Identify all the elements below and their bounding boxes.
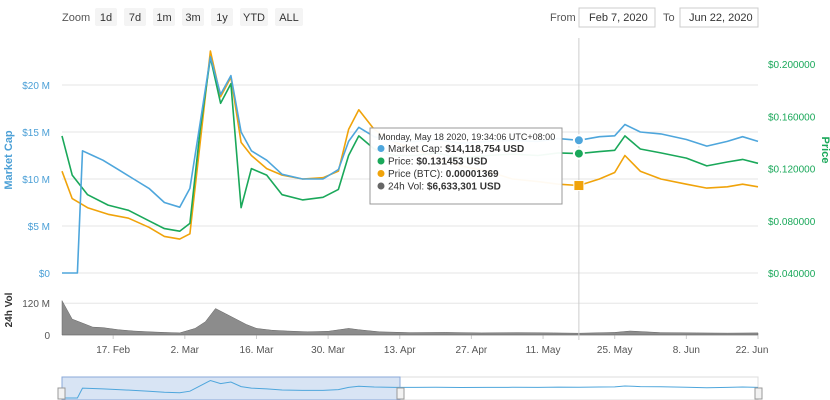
x-tick-label: 16. Mar [240,345,275,356]
right-axis-title: Price [819,137,830,164]
right-tick-label: $0.120000 [768,165,816,176]
hover-marker-price [572,147,585,160]
zoom-button-label: YTD [243,12,265,24]
hover-markers [572,134,585,192]
zoom-button-bg [240,8,268,26]
volume-area [61,300,759,336]
tooltip-row: Market Cap: $14,118,754 USD [377,144,524,155]
volume-axis-title: 24h Vol [4,292,15,327]
zoom-button-1d[interactable]: 1d [95,8,117,26]
left-tick-label: $10 M [22,175,50,186]
tooltip-box [369,127,563,205]
zoom-button-1m[interactable]: 1m [153,8,175,26]
to-date-input[interactable] [679,7,759,28]
zoom-button-bg [275,8,303,26]
tooltip-row-text: Price: $0.131453 USD [388,157,488,168]
zoom-button-bg [124,8,146,26]
zoom-button-label: 1d [100,12,112,24]
x-tick-label: 30. Mar [311,345,346,356]
right-axis-ticks: $0.040000 $0.080000 $0.120000 $0.160000 $0.2… [768,60,816,280]
tooltip-row: Price (BTC): 0.00001369 [377,169,499,180]
from-date-value: Feb 7, 2020 [589,12,648,24]
from-label: From [550,12,576,24]
zoom-button-label: ALL [279,12,299,24]
from-date-input[interactable] [578,7,656,28]
volume-series [61,300,759,336]
zoom-button-bg [95,8,117,26]
zoom-button-7d[interactable]: 7d [124,8,146,26]
date-range: From Feb 7, 2020 To Jun 22, 2020 [550,7,759,28]
x-tick-label: 25. May [597,345,633,356]
to-label: To [663,12,675,24]
zoom-button-1y[interactable]: 1y [211,8,233,26]
x-tick-label: 17. Feb [96,345,130,356]
x-tick-label: 22. Jun [736,345,769,356]
x-tick-label: 13. Apr [384,345,416,356]
x-tick-label: 8. Jun [673,345,700,356]
volume-axis-ticks: 0 120 M [22,299,50,342]
tooltip-row-text: 24h Vol: $6,633,301 USD [388,182,501,193]
tooltip-row-dot [377,182,385,190]
hover-marker-market-cap [572,134,585,147]
navigator-end-handle[interactable] [754,387,763,400]
right-tick-label: $0.160000 [768,112,816,123]
x-axis-ticks: 17. Feb 2. Mar 16. Mar 30. Mar 13. Apr 27. Ap… [62,334,769,356]
tooltip-rows: Market Cap: $14,118,754 USD Price: $0.131… [377,144,524,193]
price-btc-line [61,50,759,240]
left-tick-label: $15 M [22,128,50,139]
navigator[interactable] [57,376,763,400]
tooltip-row: 24h Vol: $6,633,301 USD [377,182,501,193]
tooltip-row-dot [377,157,385,165]
navigator-left-handle[interactable] [57,387,66,400]
line-series [61,50,759,274]
navigator-series-line [62,379,759,399]
zoom-button-bg [182,8,204,26]
right-tick-label: $0.040000 [768,269,816,280]
right-tick-label: $0.200000 [768,60,816,71]
zoom-button-label: 1m [156,12,171,24]
zoom-button-label: 1y [216,12,228,24]
market-cap-line [62,56,759,274]
hover-marker-price-btc [573,180,585,192]
zoom-button-bg [153,8,175,26]
price-line [61,56,759,232]
tooltip-row-text: Market Cap: $14,118,754 USD [388,144,524,155]
zoom-button-all[interactable]: ALL [275,8,303,26]
gridlines [62,84,758,336]
zoom-buttons: 1d 7d 1m 3m 1y YTD ALL [95,8,303,26]
zoom-button-3m[interactable]: 3m [182,8,204,26]
zoom-button-label: 3m [185,12,200,24]
x-tick-label: 11. May [526,345,561,356]
left-tick-label: $0 [39,269,51,280]
tooltip-row-dot [377,145,385,152]
navigator-right-handle[interactable] [396,387,405,400]
tooltip-row: Price: $0.131453 USD [377,157,488,168]
tooltip: Monday, May 18 2020, 19:34:06 UTC+08:00 … [369,127,563,205]
navigator-selection[interactable] [61,376,401,400]
left-tick-label: $5 M [28,222,50,233]
right-tick-label: $0.080000 [768,217,816,228]
left-axis-title: Market Cap [3,130,15,190]
to-date-value: Jun 22, 2020 [689,12,753,24]
tooltip-row-dot [377,170,385,177]
volume-tick-label: 0 [44,331,50,342]
x-tick-label: 27. Apr [456,345,488,356]
tooltip-title: Monday, May 18 2020, 19:34:06 UTC+08:00 [378,132,555,142]
zoom-button-bg [211,8,233,26]
zoom-button-label: 7d [129,12,141,24]
zoom-button-ytd[interactable]: YTD [240,8,268,26]
left-tick-label: $20 M [22,81,50,92]
zoom-toolbar: Zoom 1d 7d 1m 3m 1y YTD ALL [62,8,303,26]
volume-tick-label: 120 M [22,299,50,310]
zoom-label: Zoom [62,12,90,24]
left-axis-ticks: $0 $5 M $10 M $15 M $20 M [22,81,50,280]
tooltip-row-text: Price (BTC): 0.00001369 [388,169,499,180]
x-tick-label: 2. Mar [171,345,200,356]
